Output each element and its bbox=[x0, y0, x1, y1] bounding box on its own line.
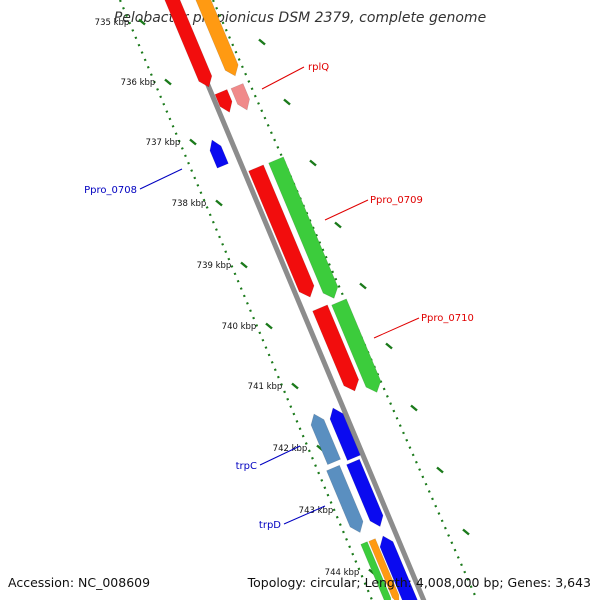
tick-label: 741 kbp bbox=[248, 382, 283, 392]
major-tick-outer bbox=[283, 98, 291, 106]
gene-label: trpC bbox=[236, 461, 257, 472]
inner-tick-marks bbox=[118, 0, 376, 600]
tick-label: 739 kbp bbox=[197, 261, 232, 271]
gene-orange-top bbox=[195, 0, 239, 77]
gene-label: Ppro_0709 bbox=[370, 195, 423, 206]
gene-red-small bbox=[214, 89, 233, 113]
tick-label: 737 kbp bbox=[146, 138, 181, 148]
major-tick-inner bbox=[291, 382, 299, 390]
major-tick-outer bbox=[462, 528, 470, 536]
gene-label-leader bbox=[259, 445, 301, 466]
major-tick-inner bbox=[164, 78, 172, 86]
gene-trpC bbox=[326, 464, 364, 534]
tick-label: 743 kbp bbox=[299, 506, 334, 516]
tick-label: 740 kbp bbox=[222, 322, 257, 332]
gene-trpD bbox=[346, 458, 384, 528]
gene-label: trpD bbox=[259, 520, 281, 531]
gene-label-leader bbox=[324, 199, 369, 221]
gene-blue-1 bbox=[329, 407, 361, 461]
major-tick-inner bbox=[215, 199, 223, 207]
gene-Ppro_0708 bbox=[209, 139, 229, 169]
gene-label-leader bbox=[261, 66, 305, 90]
topology-text: Topology: circular; Length: 4,008,000 bp… bbox=[247, 575, 591, 590]
major-tick-outer bbox=[334, 221, 342, 229]
gene-label-leader bbox=[373, 317, 420, 339]
major-tick-inner bbox=[265, 322, 273, 330]
accession-text: Accession: NC_008609 bbox=[8, 575, 151, 590]
tick-label: 738 kbp bbox=[172, 199, 207, 209]
major-tick-outer bbox=[258, 38, 266, 46]
major-tick-outer bbox=[436, 466, 444, 474]
gene-label-leader bbox=[283, 505, 326, 525]
gene-label: Ppro_0710 bbox=[421, 313, 474, 324]
major-tick-inner bbox=[240, 261, 248, 269]
gene-steelblue-1 bbox=[310, 413, 341, 466]
tick-label: 742 kbp bbox=[273, 444, 308, 454]
gene-label: Ppro_0708 bbox=[84, 185, 137, 196]
major-tick-outer bbox=[385, 342, 393, 350]
tick-labels: 735 kbp 736 kbp 737 kbp 738 kbp 739 kbp 740 k… bbox=[95, 18, 360, 578]
gene-orange-bottom bbox=[368, 538, 400, 600]
gene-red-lower bbox=[312, 304, 360, 392]
major-tick-outer bbox=[410, 404, 418, 412]
gene-red-large bbox=[248, 164, 315, 298]
gene-green-bottom bbox=[360, 541, 392, 600]
tick-label: 735 kbp bbox=[95, 18, 130, 28]
gene-label-leader bbox=[139, 168, 183, 190]
tick-label: 744 kbp bbox=[325, 568, 360, 578]
gene-label: rplQ bbox=[308, 62, 329, 73]
outer-tick-marks bbox=[211, 0, 479, 600]
major-tick-outer bbox=[309, 159, 317, 167]
major-tick-outer bbox=[359, 282, 367, 290]
gene-Ppro_0710 bbox=[331, 298, 382, 393]
gene-red-top bbox=[164, 0, 213, 88]
gene-Ppro_0709 bbox=[268, 156, 339, 299]
gene-blue-bottom bbox=[379, 535, 418, 600]
major-tick-inner bbox=[138, 18, 146, 26]
tick-label: 736 kbp bbox=[121, 78, 156, 88]
gene-labels: rplQ Ppro_0708 Ppro_0709 Ppro_0710 trpC trpD bbox=[84, 62, 474, 531]
gene-rplQ bbox=[230, 83, 250, 111]
gene-features bbox=[164, 0, 418, 600]
major-tick-inner bbox=[189, 138, 197, 146]
